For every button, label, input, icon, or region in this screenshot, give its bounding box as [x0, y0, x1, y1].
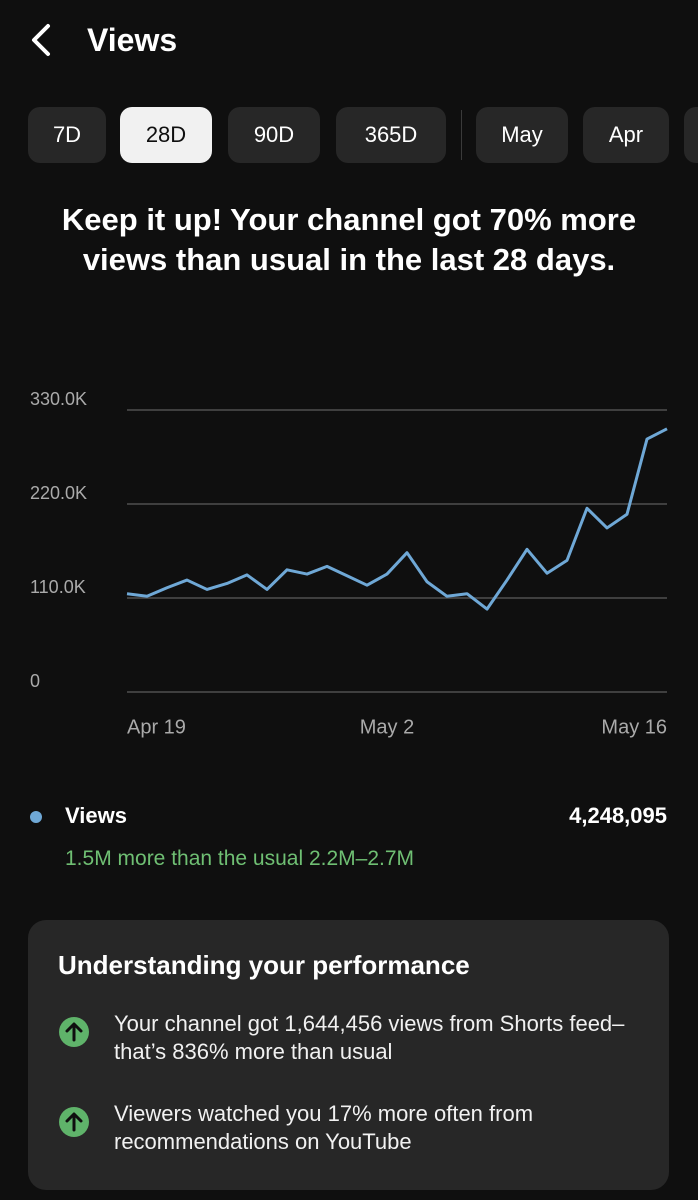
x-tick-label: May 2: [360, 716, 414, 738]
performance-card: Understanding your performance Your chan…: [28, 920, 669, 1190]
x-tick-label: May 16: [601, 716, 667, 738]
card-title: Understanding your performance: [58, 950, 470, 980]
tab[interactable]: 90D: [228, 107, 320, 163]
y-tick-label: 110.0K: [30, 577, 86, 597]
up-icon: [59, 1107, 89, 1137]
headline: Keep it up! Your channel got 70% more vi…: [61, 202, 637, 277]
y-tick-label: 0: [30, 671, 40, 691]
y-tick-label: 330.0K: [30, 389, 87, 409]
page-title: Views: [87, 22, 178, 58]
tab[interactable]: 28D: [120, 107, 212, 163]
item-text: Your channel got 1,644,456 views from Sh…: [114, 1011, 625, 1064]
tab[interactable]: 365D: [336, 107, 446, 163]
tab[interactable]: May: [476, 107, 568, 163]
tab-divider: [461, 110, 462, 160]
legend-label: Views: [65, 803, 127, 828]
y-tick-label: 220.0K: [30, 483, 87, 503]
legend-dot: [30, 811, 42, 823]
tab-partial[interactable]: [684, 107, 698, 163]
back-button[interactable]: [26, 22, 54, 58]
up-icon: [59, 1017, 89, 1047]
tab[interactable]: 7D: [28, 107, 106, 163]
series-line: [126, 427, 668, 611]
x-tick-label: Apr 19: [127, 716, 186, 738]
chart: 0 110.0K 220.0K 330.0K Apr 19 May 2 May 16: [30, 389, 668, 738]
tab[interactable]: Apr: [583, 107, 669, 163]
legend-note: 1.5M more than the usual 2.2M–2.7M: [65, 847, 415, 870]
legend-total: 4,248,095: [569, 803, 667, 828]
item-text: Viewers watched you 17% more often from …: [114, 1101, 534, 1154]
